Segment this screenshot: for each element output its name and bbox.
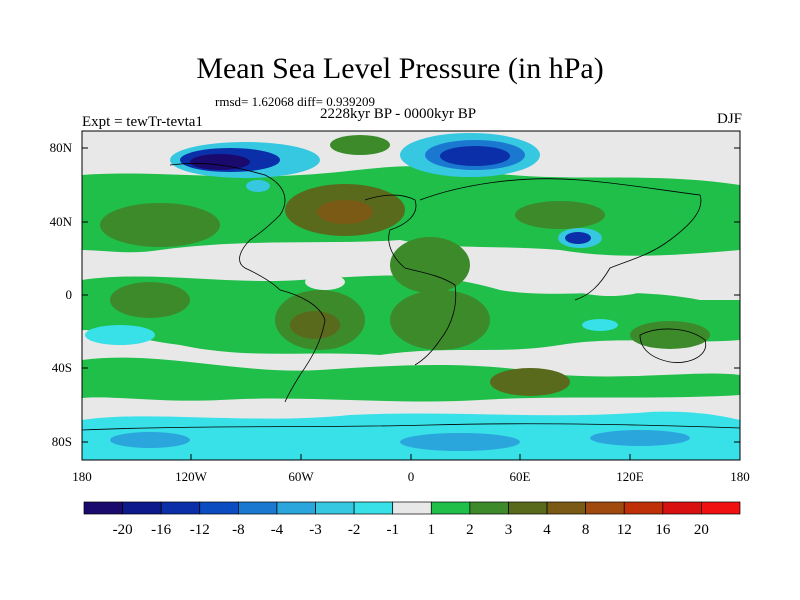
colorbar-label: 1 — [427, 522, 436, 538]
colorbar-label: 16 — [655, 522, 671, 538]
colorbar-label: 20 — [693, 522, 709, 538]
lon-tick-label: 60E — [509, 469, 531, 484]
lon-tick-label: 60W — [288, 469, 314, 484]
map-title: Mean Sea Level Pressure (in hPa) — [196, 52, 604, 85]
colorbar-label: -20 — [112, 522, 133, 538]
lat-tick-label: 40S — [51, 360, 72, 375]
colorbar-label: -2 — [347, 522, 361, 538]
colorbar-swatch — [199, 501, 239, 515]
experiment-label: Expt = tewTr-tevta1 — [82, 114, 203, 130]
colorbar-swatch — [160, 501, 201, 515]
colorbar-label: 3 — [504, 522, 513, 538]
pressure-field — [82, 131, 740, 460]
colorbar-swatch — [508, 501, 548, 515]
colorbar-swatch — [623, 501, 664, 515]
colorbar-swatch — [469, 501, 509, 515]
colorbar-label: 2 — [466, 522, 474, 538]
colorbar — [83, 501, 741, 515]
colorbar-label: -4 — [270, 522, 284, 538]
colorbar-label: 8 — [581, 522, 590, 538]
colorbar-swatch — [392, 501, 432, 515]
colorbar-swatch — [546, 501, 586, 515]
colorbar-label: -12 — [189, 522, 210, 538]
colorbar-label: -3 — [309, 522, 322, 538]
colorbar-swatch — [585, 501, 625, 515]
lon-tick-label: 0 — [407, 469, 415, 484]
colorbar-swatch — [238, 501, 278, 515]
colorbar-swatch — [315, 501, 355, 515]
lat-tick-label: 80S — [51, 434, 72, 449]
colorbar-swatch — [701, 501, 741, 515]
colorbar-swatch — [662, 501, 702, 515]
colorbar-swatch — [122, 501, 162, 515]
colorbar-swatch — [83, 501, 123, 515]
period-text: 2228kyr BP - 0000kyr BP — [320, 106, 477, 122]
colorbar-label: -1 — [386, 522, 399, 538]
lat-tick-label: 0 — [65, 287, 73, 302]
colorbar-swatch — [276, 501, 316, 515]
lat-tick-label: 40N — [49, 214, 72, 229]
colorbar-label: 4 — [543, 522, 551, 538]
statistics-text: rmsd= 1.62068 diff= 0.939209 — [215, 94, 375, 109]
lon-tick-label: 120E — [616, 469, 644, 484]
lat-tick-label: 80N — [49, 140, 72, 155]
lon-tick-label: 120W — [175, 469, 207, 484]
colorbar-swatch — [353, 501, 394, 515]
season-label: DJF — [716, 111, 742, 127]
lon-tick-label: 180 — [730, 469, 750, 484]
colorbar-label: -8 — [232, 522, 245, 538]
colorbar-label: -16 — [151, 522, 172, 538]
colorbar-label: 12 — [616, 522, 632, 538]
lon-tick-label: 180 — [72, 469, 92, 484]
colorbar-swatch — [430, 501, 471, 515]
